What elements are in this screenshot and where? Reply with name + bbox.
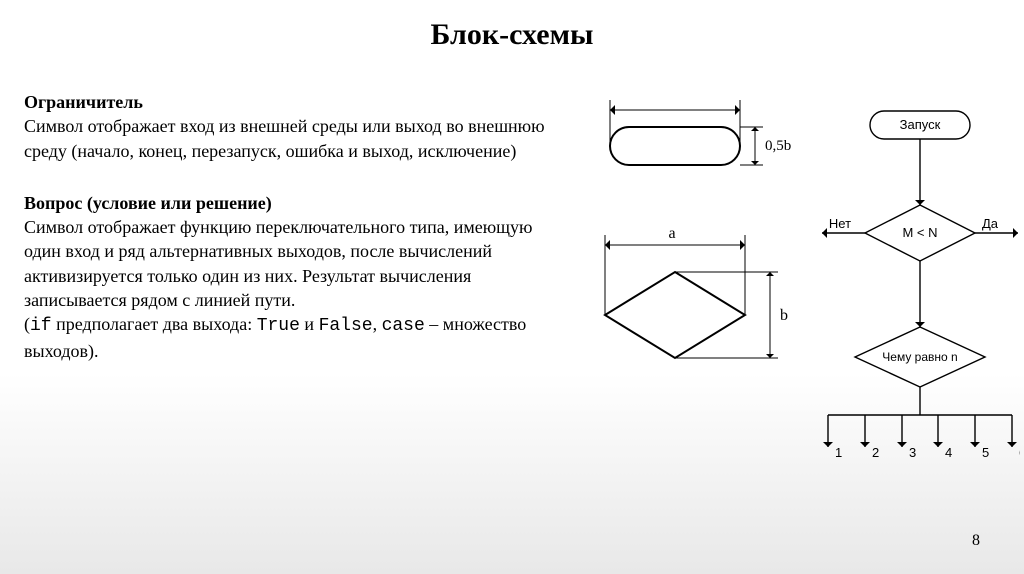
page-title: Блок-схемы [0,18,1024,52]
decision-dimension-diagram: ab [580,210,840,385]
svg-text:1: 1 [835,445,842,460]
svg-text:4: 4 [945,445,952,460]
svg-text:3: 3 [909,445,916,460]
svg-text:M < N: M < N [902,225,937,240]
svg-text:b: b [780,307,788,324]
svg-text:0,5b: 0,5b [765,138,791,154]
decision-body-1: Символ отображает функцию переключательн… [24,215,564,312]
svg-text:2: 2 [872,445,879,460]
svg-text:Да: Да [982,216,999,231]
svg-text:6: 6 [1019,445,1020,460]
decision-body-2: (if предполагает два выхода: True и Fals… [24,312,564,363]
svg-text:Запуск: Запуск [900,117,941,132]
svg-text:5: 5 [982,445,989,460]
decision-heading: Вопрос (условие или решение) [24,191,564,215]
terminator-body: Символ отображает вход из внешней среды … [24,114,564,163]
svg-text:Чему равно n: Чему равно n [882,350,957,364]
terminator-heading: Ограничитель [24,90,564,114]
svg-text:Нет: Нет [829,216,851,231]
terminator-dimension-diagram: 0,5b [595,88,815,183]
page-number: 8 [972,532,980,550]
svg-text:a: a [668,225,675,242]
flowchart-example: Запуск M < N Нет Да Чему равно n 1 2 3 4 5 6 [820,95,1020,480]
text-column: Ограничитель Символ отображает вход из в… [24,90,564,363]
